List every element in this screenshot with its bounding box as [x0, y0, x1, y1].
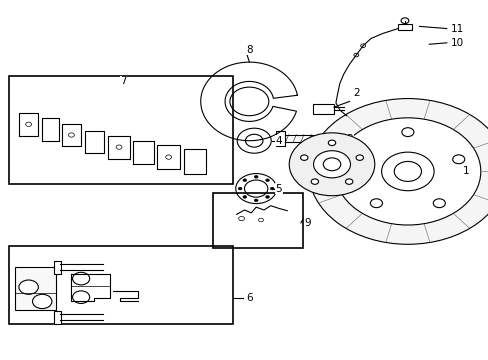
Circle shape	[401, 128, 413, 136]
Circle shape	[393, 161, 421, 181]
Circle shape	[400, 18, 408, 23]
Text: 6: 6	[246, 293, 253, 303]
Bar	[312, 104, 333, 113]
Text: 10: 10	[450, 38, 463, 48]
Circle shape	[243, 179, 246, 182]
Bar	[397, 24, 411, 30]
Circle shape	[381, 152, 433, 191]
Circle shape	[369, 199, 382, 208]
Text: 9: 9	[304, 218, 311, 228]
Circle shape	[265, 195, 269, 198]
Bar	[54, 311, 61, 324]
Circle shape	[452, 155, 464, 164]
Text: 7: 7	[120, 76, 126, 86]
Circle shape	[238, 187, 242, 190]
Circle shape	[19, 280, 38, 294]
Circle shape	[288, 133, 374, 196]
Circle shape	[327, 140, 335, 145]
Circle shape	[254, 175, 258, 178]
Circle shape	[345, 179, 352, 184]
Bar	[9, 246, 232, 324]
Circle shape	[254, 199, 258, 202]
Circle shape	[310, 179, 318, 184]
Circle shape	[243, 195, 246, 198]
Circle shape	[350, 155, 362, 164]
Bar	[275, 131, 285, 146]
Bar	[213, 193, 302, 248]
Text: 1: 1	[462, 166, 469, 176]
Text: 4: 4	[275, 136, 282, 146]
Circle shape	[72, 272, 89, 285]
Text: 11: 11	[450, 23, 463, 33]
Bar	[9, 76, 232, 184]
Circle shape	[355, 155, 363, 160]
Text: 2: 2	[353, 88, 359, 98]
Circle shape	[72, 291, 89, 303]
Circle shape	[313, 151, 350, 178]
Text: 3: 3	[346, 134, 352, 144]
Circle shape	[270, 187, 274, 190]
Text: 8: 8	[246, 45, 253, 55]
Circle shape	[265, 179, 269, 182]
Bar	[54, 261, 61, 274]
Circle shape	[32, 294, 52, 309]
Circle shape	[308, 99, 488, 244]
Circle shape	[432, 199, 445, 208]
Circle shape	[300, 155, 307, 160]
Bar	[15, 267, 56, 310]
Circle shape	[323, 158, 340, 171]
Text: 5: 5	[275, 184, 282, 194]
Circle shape	[334, 118, 480, 225]
